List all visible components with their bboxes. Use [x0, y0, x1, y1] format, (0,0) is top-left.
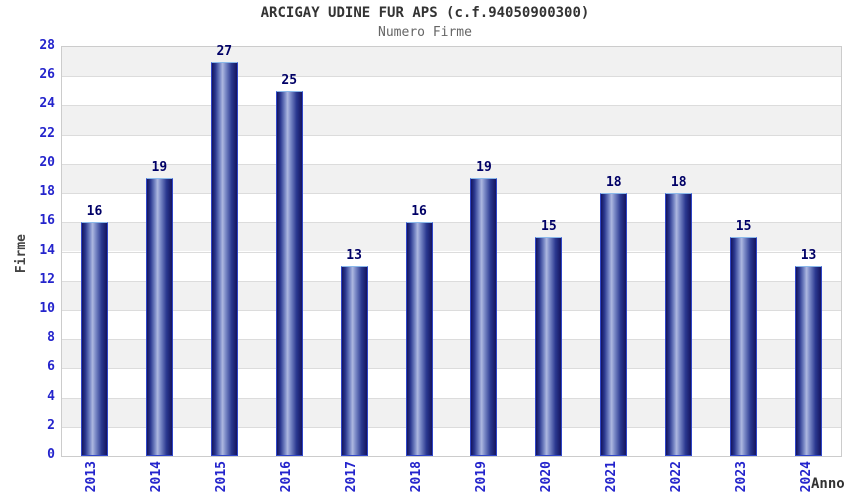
gridline	[62, 76, 841, 78]
x-tick-label: 2018	[409, 461, 425, 493]
x-tick-label: 2020	[538, 461, 554, 493]
y-tick-label: 4	[47, 388, 55, 404]
y-tick-label: 26	[39, 67, 55, 83]
bar-value-label: 16	[86, 204, 103, 220]
gridline	[62, 280, 841, 282]
gridline	[62, 222, 841, 224]
bar-2022[interactable]	[665, 193, 693, 456]
bar-2023[interactable]	[730, 236, 758, 456]
plot-band	[62, 105, 841, 135]
plot-band	[62, 426, 841, 456]
y-tick-label: 22	[39, 125, 55, 141]
bar-2024[interactable]	[795, 266, 823, 456]
y-tick-label: 10	[39, 300, 55, 316]
bar-2019[interactable]	[470, 178, 498, 456]
x-tick-label: 2021	[603, 461, 619, 493]
plot-band	[62, 222, 841, 252]
bar-value-label: 19	[151, 160, 168, 176]
y-tick-label: 24	[39, 96, 55, 112]
x-tick-label: 2017	[344, 461, 360, 493]
gridline	[62, 368, 841, 370]
plot-band	[62, 134, 841, 164]
y-tick-label: 0	[47, 447, 55, 462]
gridline	[62, 339, 841, 341]
y-tick-label: 18	[39, 184, 55, 200]
bar-value-label: 16	[411, 204, 427, 220]
plot-band	[62, 251, 841, 281]
y-tick-label: 6	[47, 359, 55, 375]
bar-2017[interactable]	[340, 266, 368, 456]
y-tick-label: 16	[39, 213, 55, 229]
bar-2014[interactable]	[145, 178, 173, 456]
gridline	[62, 309, 841, 311]
x-axis-title: Anno	[811, 476, 845, 492]
gridline	[62, 426, 841, 428]
y-tick-label: 2	[47, 417, 55, 433]
bar-value-label: 18	[605, 175, 622, 191]
y-tick-label: 12	[39, 271, 55, 287]
x-tick-label: 2019	[473, 461, 489, 493]
bar-value-label: 15	[541, 218, 557, 234]
chart-subtitle: Numero Firme	[378, 25, 472, 40]
plot-band	[62, 76, 841, 106]
bar-value-label: 19	[476, 160, 492, 176]
bar-2020[interactable]	[535, 236, 563, 456]
x-tick-label: 2014	[149, 461, 165, 493]
x-tick-label: 2016	[279, 461, 295, 493]
bar-value-label: 18	[670, 175, 687, 191]
x-tick-label: 2023	[733, 461, 749, 493]
y-tick-label: 28	[39, 38, 55, 53]
x-tick-label: 2015	[214, 461, 230, 493]
gridline	[62, 193, 841, 195]
y-tick-label: 20	[39, 154, 55, 170]
bar-value-label: 13	[800, 248, 817, 264]
gridline	[62, 397, 841, 399]
chart-title: ARCIGAY UDINE FUR APS (c.f.94050900300)	[260, 5, 590, 21]
bar-value-label: 25	[281, 72, 298, 88]
plot-band	[62, 368, 841, 398]
plot-band	[62, 163, 841, 194]
bar-2013[interactable]	[80, 222, 108, 456]
y-tick-label: 8	[47, 330, 55, 346]
y-tick-label: 14	[39, 242, 55, 258]
x-tick-label: 2022	[668, 461, 684, 493]
bar-2021[interactable]	[600, 193, 628, 456]
gridline	[62, 134, 841, 136]
bar-value-label: 15	[735, 218, 752, 234]
gridline	[62, 251, 841, 253]
bar-2016[interactable]	[275, 90, 303, 456]
gridline	[62, 105, 841, 107]
bar-2018[interactable]	[405, 222, 433, 456]
bar-value-label: 13	[346, 248, 362, 264]
plot-area: 16 19 27 25 13 16 19 15 18 18 15 13	[61, 43, 842, 457]
bar-value-label: 27	[216, 43, 233, 59]
plot-band	[62, 193, 841, 223]
plot-band	[62, 280, 841, 310]
plot-band	[62, 47, 841, 77]
bar-2015[interactable]	[210, 61, 238, 456]
x-tick-label: 2013	[84, 461, 100, 493]
plot-band	[62, 339, 841, 369]
plot-band	[62, 309, 841, 340]
plot-band	[62, 397, 841, 427]
gridline	[62, 163, 841, 165]
